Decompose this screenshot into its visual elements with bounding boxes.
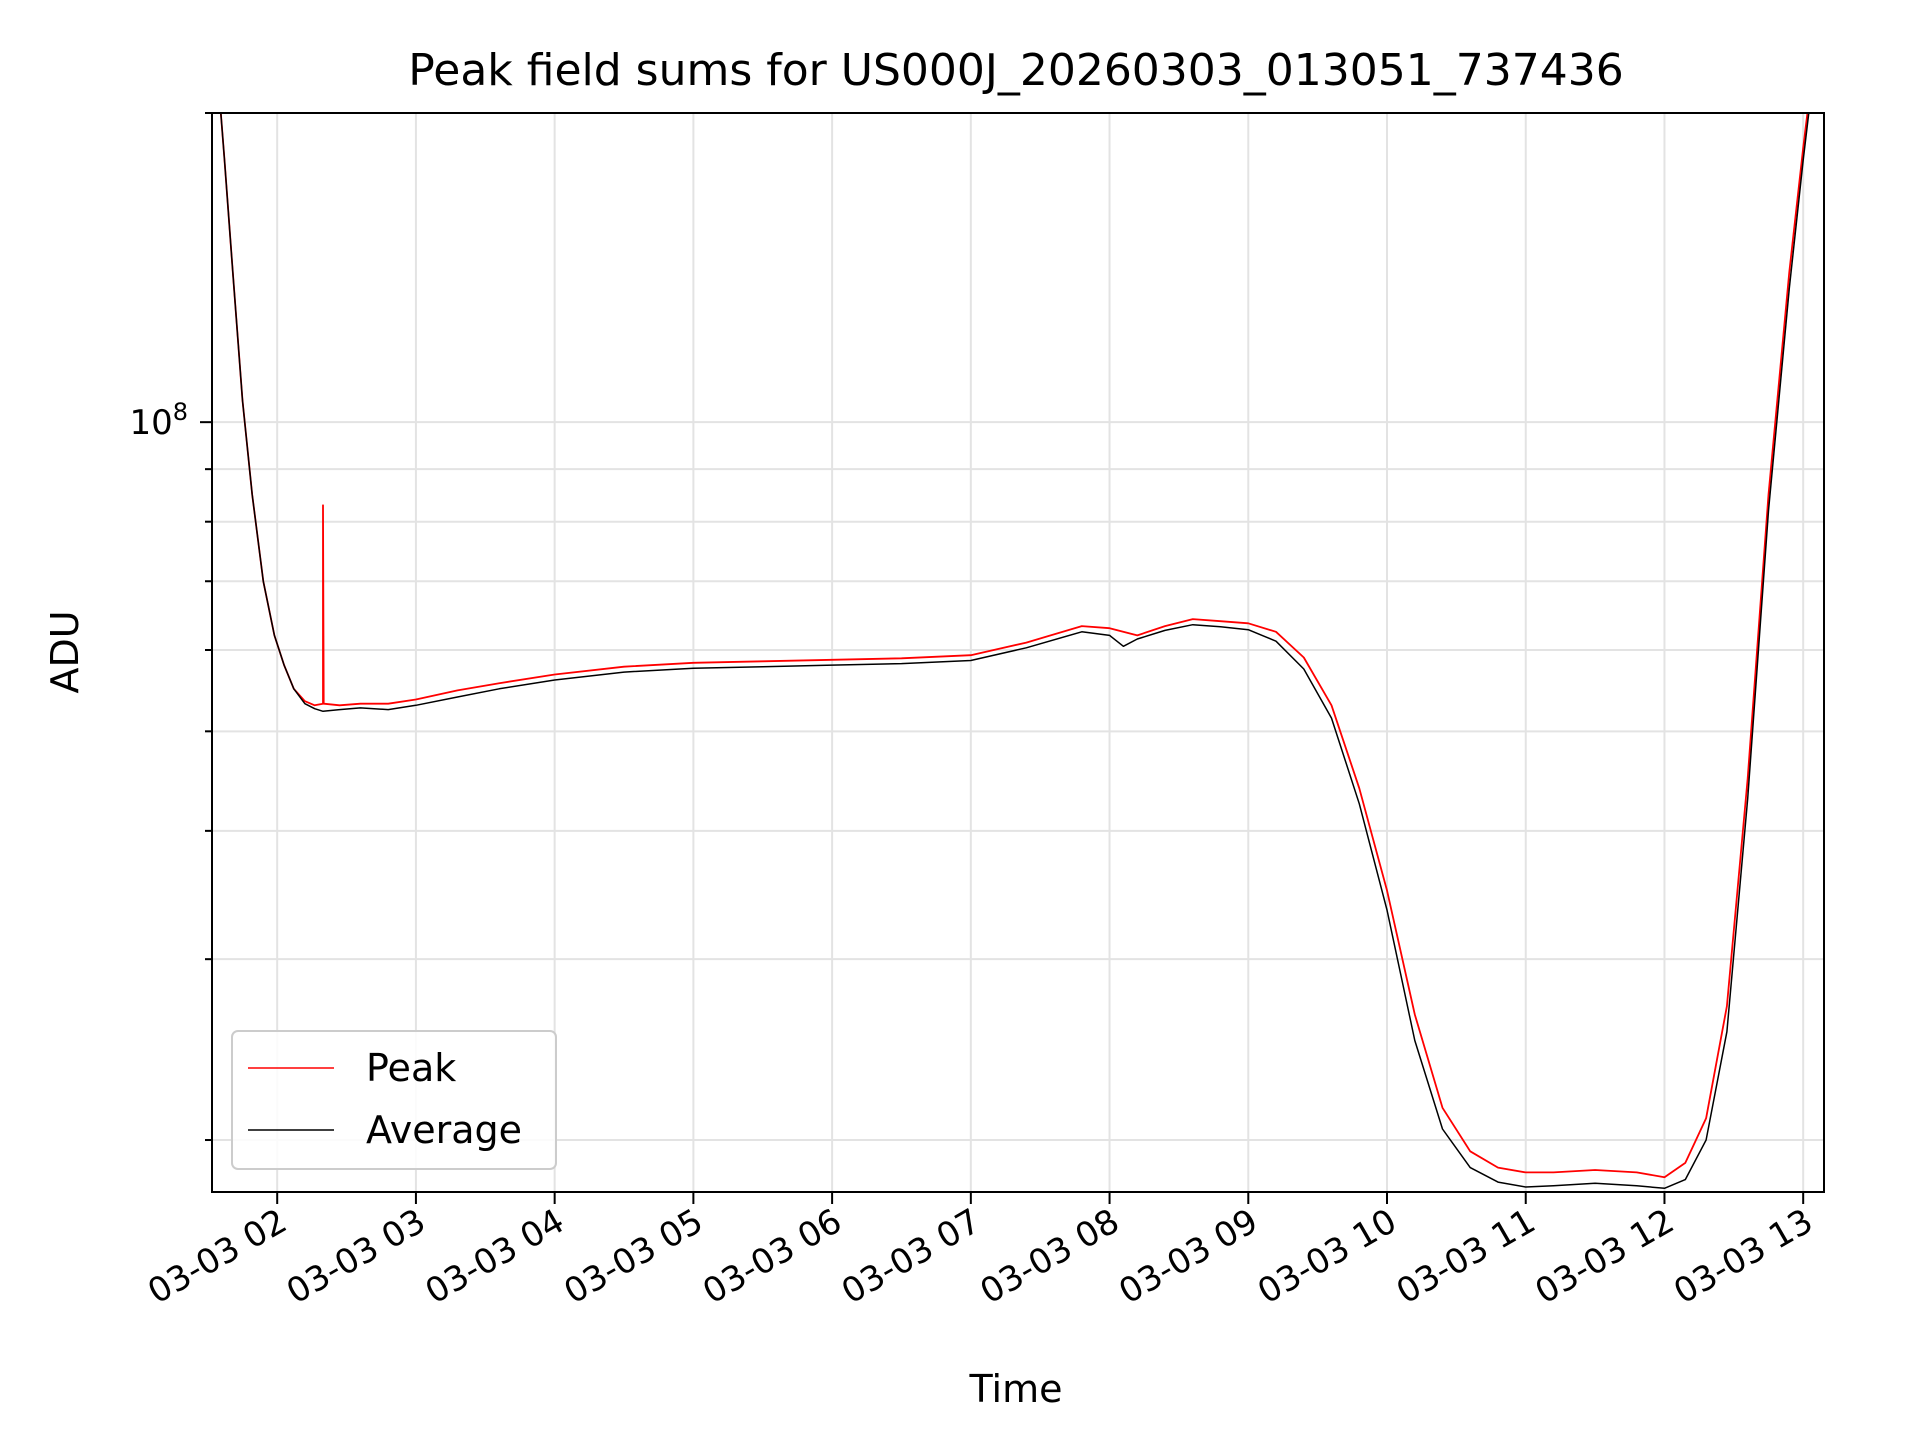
y-axis-label: ADU bbox=[43, 610, 87, 693]
legend-box bbox=[231, 1030, 557, 1170]
chart-title: Peak field sums for US000J_20260303_0130… bbox=[408, 45, 1623, 96]
grid bbox=[212, 112, 1824, 1192]
legend-average-label: Average bbox=[366, 1108, 522, 1152]
series-line-average bbox=[220, 113, 1810, 1190]
legend-peak-label: Peak bbox=[366, 1046, 456, 1090]
x-axis-label: Time bbox=[969, 1367, 1063, 1411]
series-line-peak bbox=[219, 113, 1809, 1179]
y-axis: 108 bbox=[129, 112, 212, 1142]
y-tick-label-base: 10 bbox=[129, 403, 172, 443]
y-tick-label: 108 bbox=[129, 398, 188, 443]
y-tick-label-exponent: 8 bbox=[173, 398, 188, 426]
legend: Peak Average bbox=[231, 1030, 557, 1170]
plot-frame bbox=[211, 112, 1825, 1193]
plot-series bbox=[219, 113, 1810, 1190]
